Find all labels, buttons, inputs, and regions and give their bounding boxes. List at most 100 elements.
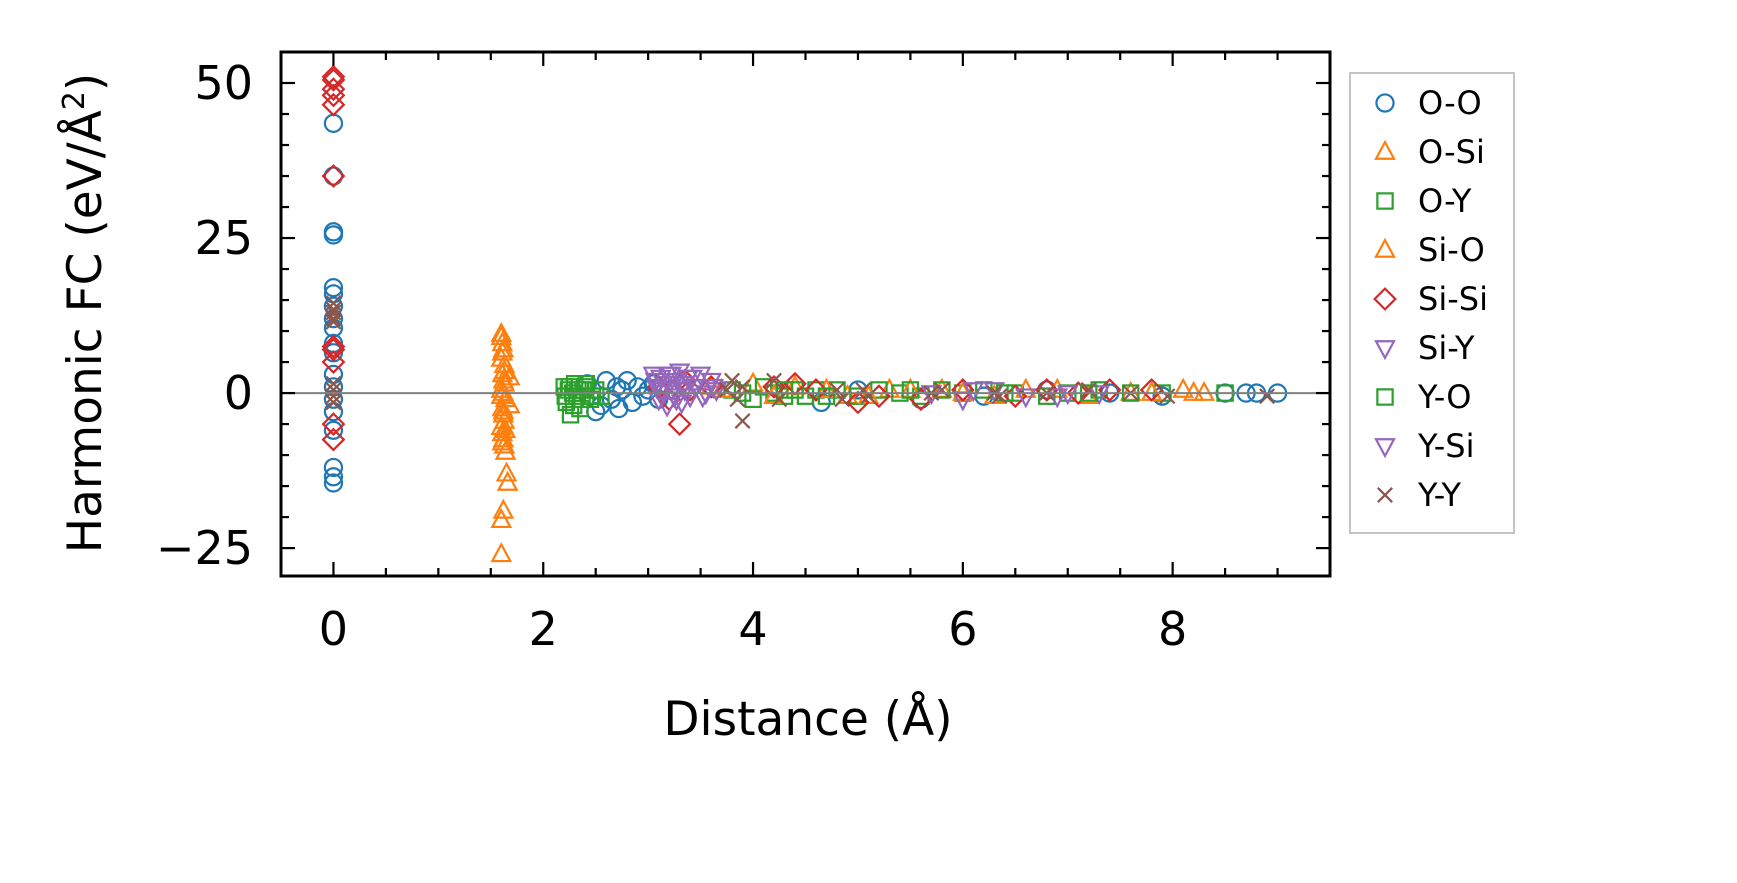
legend-marker (1373, 287, 1397, 311)
data-point (1080, 381, 1097, 398)
legend-marker (1374, 237, 1396, 258)
legend-item: Y-O (1376, 378, 1471, 416)
data-point (325, 310, 342, 327)
data-point (323, 277, 344, 298)
y-tick-label: 50 (194, 56, 253, 110)
data-point (771, 391, 788, 408)
data-point (490, 507, 513, 529)
data-point (561, 406, 580, 424)
data-points (321, 64, 1288, 563)
data-point (325, 388, 342, 405)
data-point (321, 350, 346, 374)
data-point (763, 383, 785, 405)
x-tick-label: 4 (738, 602, 767, 656)
data-point (321, 83, 346, 108)
data-point (583, 387, 602, 405)
data-point (729, 391, 746, 408)
data-point (323, 457, 344, 478)
legend-item: O-Si (1374, 133, 1485, 171)
data-point (323, 473, 344, 493)
legend-label: Y-Y (1417, 476, 1462, 514)
x-tick-label: 2 (529, 602, 558, 656)
legend-label: O-Si (1418, 133, 1485, 171)
data-point (1139, 378, 1164, 402)
data-point (321, 164, 346, 188)
y-axis-label-main: Harmonic FC (eV/Å (58, 110, 113, 553)
data-point (321, 427, 346, 452)
data-point (681, 369, 704, 390)
data-point (691, 388, 714, 409)
data-point (1014, 388, 1037, 409)
legend-label: Si-Si (1418, 280, 1488, 318)
data-point (493, 359, 516, 380)
axis-ticks (279, 50, 1332, 576)
data-point (657, 366, 679, 387)
y-axis-label: Harmonic FC (eV/Å2) (57, 73, 113, 553)
y-axis-label-superscript: 2 (57, 91, 92, 110)
data-point (679, 388, 701, 409)
data-point (323, 402, 344, 422)
legend-label: Si-Y (1418, 329, 1475, 367)
y-axis-label-close: ) (58, 73, 113, 91)
data-point (786, 381, 804, 399)
data-point (804, 378, 828, 402)
data-point (577, 375, 596, 393)
data-point (321, 67, 346, 92)
data-point (323, 296, 344, 316)
legend-item: O-O (1375, 84, 1482, 122)
legend-item: Si-O (1374, 231, 1485, 269)
data-point (950, 378, 975, 402)
data-point (724, 372, 741, 389)
data-point (490, 325, 513, 346)
x-axis-label: Distance (Å) (663, 692, 952, 747)
data-point (933, 381, 950, 398)
data-point (490, 542, 513, 563)
tick-labels: 0 2 4 6 8 −25 0 25 50 (156, 56, 1187, 656)
data-point (493, 371, 516, 392)
series-y-si (644, 366, 1069, 412)
data-point (672, 375, 695, 396)
data-point (775, 381, 794, 399)
data-point (491, 430, 514, 451)
legend-label: Si-O (1418, 231, 1485, 269)
data-point (1172, 377, 1194, 398)
data-point (490, 383, 513, 405)
data-point (321, 92, 346, 117)
legend-marker (1376, 388, 1394, 406)
data-point (323, 420, 344, 440)
data-point (667, 412, 692, 436)
data-point (321, 77, 346, 102)
data-point (983, 382, 1006, 403)
data-point (325, 375, 342, 392)
x-tick-label: 0 (319, 602, 348, 656)
data-point (321, 334, 346, 359)
data-point (744, 390, 762, 409)
data-point (325, 394, 342, 411)
legend-items: O-O O-Si O-Y Si-O Si-Si Si-Y Y-O Y-Si Y-Y (1373, 84, 1488, 514)
legend-marker (1374, 340, 1396, 361)
data-point (766, 372, 783, 389)
data-point (828, 381, 845, 398)
y-tick-label: 0 (224, 366, 253, 420)
data-point (1066, 381, 1091, 405)
x-tick-label: 6 (948, 602, 977, 656)
data-point (1259, 388, 1276, 405)
data-point (490, 321, 513, 343)
data-point (325, 304, 342, 321)
legend-marker (1375, 93, 1395, 113)
series-y-y (325, 295, 1276, 429)
data-point (962, 382, 985, 403)
series-o-si (490, 321, 1215, 563)
legend-label: O-O (1418, 84, 1482, 122)
legend-marker (1377, 487, 1393, 503)
legend-label: Y-O (1417, 378, 1471, 416)
data-point (656, 397, 678, 418)
data-point (694, 385, 717, 406)
legend-marker (1376, 192, 1394, 210)
data-point (1159, 388, 1176, 405)
data-point (734, 412, 751, 429)
data-point (495, 461, 518, 482)
legend: O-O O-Si O-Y Si-O Si-Si Si-Y Y-O Y-Si Y-Y (1349, 72, 1515, 534)
data-point (492, 498, 515, 519)
legend-item: Si-Si (1373, 280, 1488, 318)
